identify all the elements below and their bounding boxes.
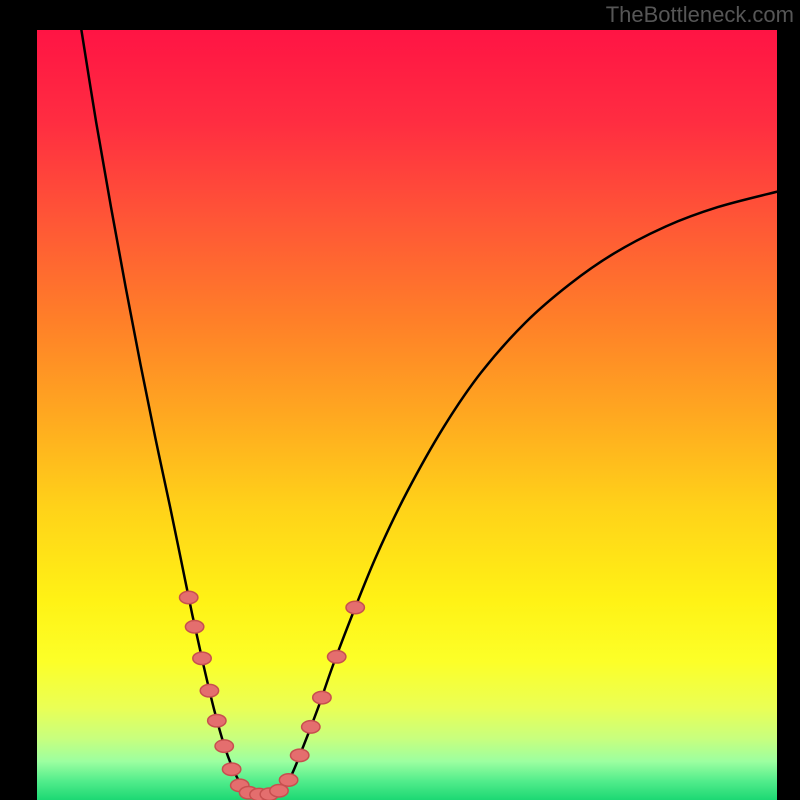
plot-area [37, 30, 777, 800]
curve-marker [193, 652, 211, 664]
curve-marker [208, 714, 226, 726]
curve-marker [346, 601, 364, 613]
curve-marker [313, 691, 331, 703]
curve-marker [215, 740, 233, 752]
curve-marker [180, 591, 198, 603]
curve-marker [328, 651, 346, 663]
watermark-text: TheBottleneck.com [606, 2, 794, 28]
curve-marker [279, 774, 297, 786]
chart-svg [37, 30, 777, 800]
curve-marker [222, 763, 240, 775]
chart-container: TheBottleneck.com [0, 0, 800, 800]
curve-marker [302, 721, 320, 733]
curve-markers [180, 591, 365, 800]
curve-marker [185, 621, 203, 633]
curve-marker [291, 749, 309, 761]
bottleneck-curve [81, 30, 777, 798]
curve-marker [200, 684, 218, 696]
